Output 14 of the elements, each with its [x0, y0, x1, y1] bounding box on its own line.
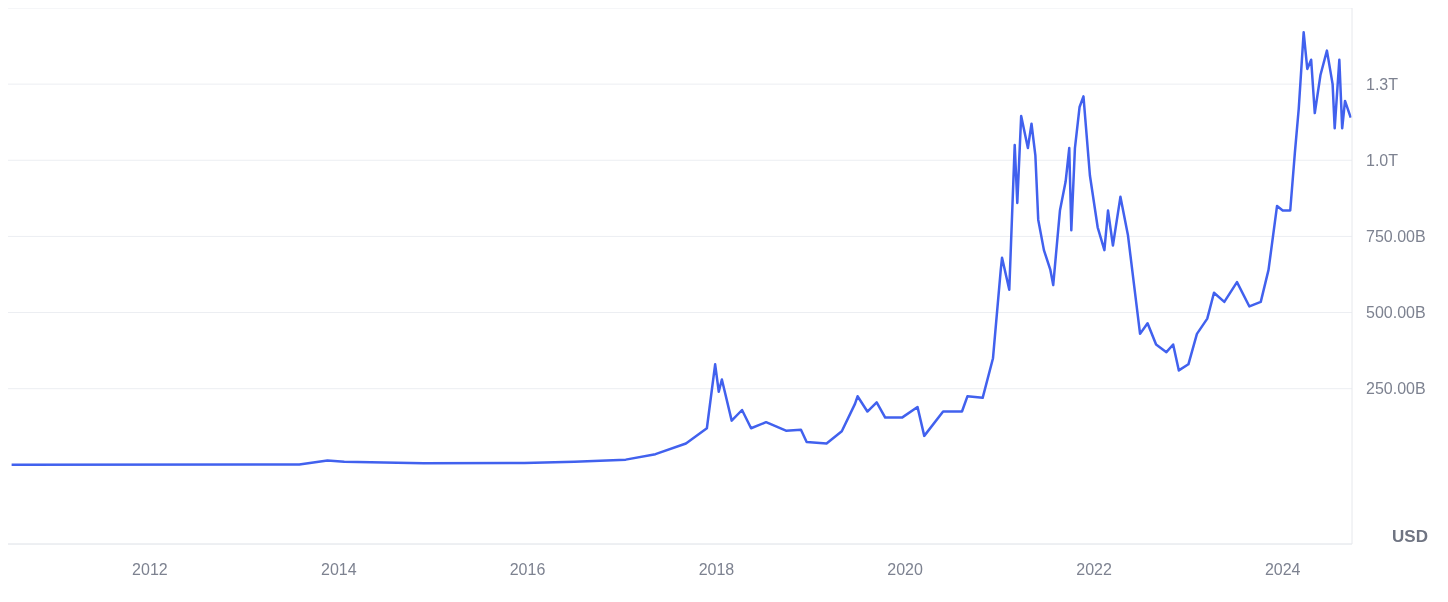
- x-tick-label: 2020: [887, 561, 924, 579]
- y-tick-label: 500.00B: [1366, 304, 1426, 322]
- x-tick-label: 2016: [509, 561, 546, 579]
- x-tick-label: 2024: [1264, 561, 1301, 579]
- y-tick-label: 250.00B: [1366, 380, 1426, 398]
- x-tick-label: 2022: [1076, 561, 1112, 579]
- x-tick-label: 2014: [321, 561, 357, 579]
- x-tick-label: 2012: [132, 561, 168, 579]
- y-axis-title: USD: [1392, 527, 1428, 546]
- y-tick-label: 1.3T: [1366, 75, 1399, 93]
- x-tick-label: 2018: [698, 561, 735, 579]
- y-tick-label: 1.0T: [1366, 151, 1399, 169]
- y-tick-label: 750.00B: [1366, 228, 1426, 246]
- line-series: [10, 31, 1352, 467]
